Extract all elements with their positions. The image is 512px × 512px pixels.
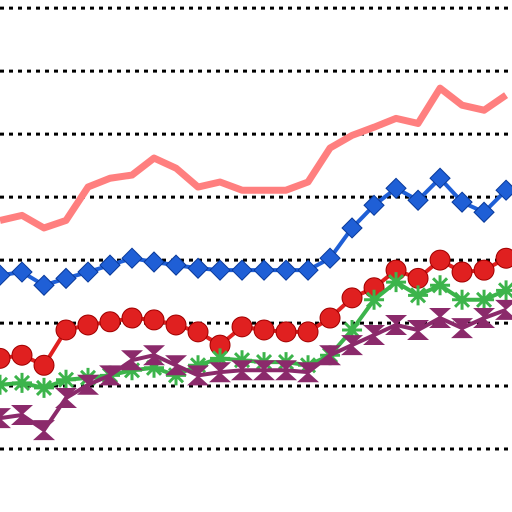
series-line (0, 307, 507, 433)
marker (165, 355, 188, 376)
marker (121, 307, 143, 329)
marker (473, 259, 495, 281)
marker (275, 321, 297, 343)
marker (231, 316, 253, 338)
marker (363, 325, 386, 346)
marker (319, 345, 342, 366)
marker (55, 319, 77, 341)
marker (275, 360, 298, 381)
marker (165, 314, 187, 336)
marker (364, 289, 385, 310)
marker (342, 319, 363, 340)
marker (33, 420, 56, 441)
marker (341, 287, 363, 309)
marker (319, 247, 341, 269)
marker (55, 267, 77, 290)
marker (77, 314, 99, 336)
marker (341, 217, 363, 239)
marker (209, 362, 232, 383)
marker (452, 289, 473, 310)
marker (187, 365, 210, 386)
marker (451, 191, 473, 213)
marker (232, 350, 253, 371)
marker (429, 167, 451, 189)
marker (473, 201, 495, 223)
marker (188, 355, 209, 376)
marker (430, 275, 451, 296)
marker (474, 289, 495, 310)
marker (319, 307, 341, 329)
marker (275, 259, 297, 281)
marker (385, 177, 407, 200)
marker (495, 179, 512, 201)
marker (33, 354, 55, 376)
marker (187, 257, 209, 279)
marker (385, 314, 408, 335)
marker (407, 189, 429, 211)
marker (429, 308, 452, 329)
marker (408, 285, 429, 306)
marker (473, 308, 496, 329)
marker (165, 254, 187, 276)
marker (429, 249, 451, 271)
marker (11, 261, 33, 283)
marker (253, 319, 275, 341)
marker (297, 259, 319, 281)
marker (11, 344, 33, 366)
marker (495, 247, 512, 269)
marker (99, 311, 121, 333)
marker (187, 321, 209, 343)
marker (253, 360, 276, 381)
marker (12, 372, 33, 393)
marker (77, 261, 99, 283)
marker (407, 319, 430, 340)
marker (231, 259, 253, 281)
marker (451, 318, 474, 339)
marker (341, 335, 364, 356)
marker (11, 405, 34, 426)
marker (56, 369, 77, 390)
marker (144, 357, 165, 378)
marker (297, 362, 320, 383)
marker (363, 194, 385, 217)
marker (495, 299, 512, 320)
marker (122, 360, 143, 381)
marker (253, 259, 275, 281)
marker (496, 280, 512, 301)
marker (0, 347, 11, 369)
marker (121, 350, 144, 371)
marker (143, 309, 165, 331)
marker (297, 321, 319, 343)
marker (407, 267, 429, 289)
marker (55, 388, 78, 409)
marker (231, 360, 254, 381)
marker (386, 272, 407, 293)
series-line (0, 84, 509, 232)
marker (33, 274, 55, 296)
marker (143, 345, 166, 366)
marker (0, 374, 10, 395)
marker (451, 261, 473, 283)
marker (0, 264, 11, 286)
marker (166, 365, 187, 386)
marker (99, 254, 121, 276)
marker (0, 408, 11, 429)
marker (209, 259, 231, 281)
marker (99, 365, 122, 386)
marker (121, 247, 143, 269)
marker (34, 377, 55, 398)
marker (77, 374, 100, 395)
marker (143, 251, 165, 273)
marker (210, 348, 231, 369)
